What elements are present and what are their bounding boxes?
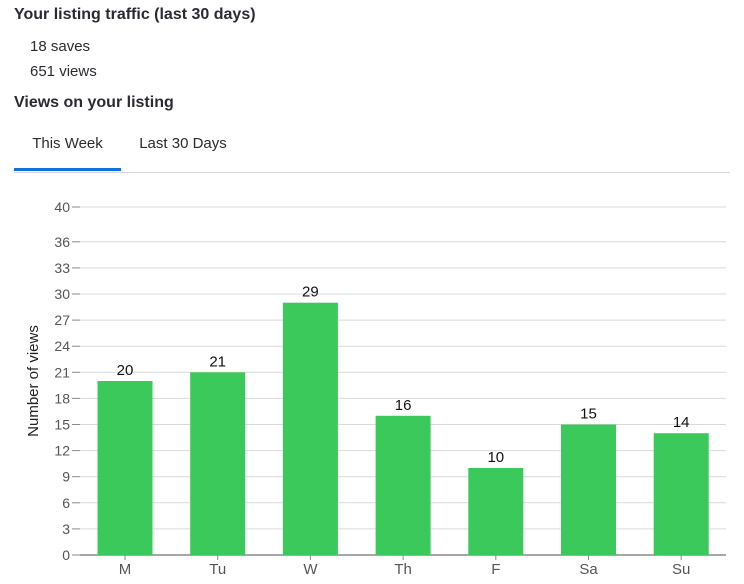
- x-tick-label: F: [491, 561, 500, 578]
- data-label: 16: [395, 397, 412, 414]
- y-tick-label: 12: [54, 443, 70, 459]
- y-tick-label: 18: [54, 390, 70, 406]
- y-axis-label: Number of views: [25, 325, 42, 437]
- y-tick-label: 27: [54, 312, 70, 328]
- y-tick-label: 36: [54, 234, 70, 250]
- bar-f[interactable]: [468, 468, 524, 555]
- views-title: Views on your listing: [14, 94, 174, 111]
- y-tick-label: 33: [54, 260, 70, 276]
- y-tick-label: 9: [62, 469, 70, 485]
- y-tick-label: 30: [54, 286, 70, 302]
- views-count: 651 views: [30, 63, 97, 80]
- tab-this-week[interactable]: This Week: [14, 124, 121, 171]
- x-tick-label: Sa: [579, 561, 598, 578]
- data-label: 15: [580, 406, 597, 423]
- data-label: 29: [302, 284, 319, 301]
- y-tick-label: 6: [62, 495, 70, 511]
- y-tick-label: 24: [54, 338, 70, 354]
- x-tick-label: Su: [672, 561, 690, 578]
- tab-bar: This Week Last 30 Days: [14, 124, 730, 173]
- bar-th[interactable]: [375, 415, 431, 555]
- y-tick-label: 0: [62, 547, 70, 563]
- saves-count: 18 saves: [30, 38, 91, 55]
- bar-su[interactable]: [653, 433, 709, 555]
- bar-w[interactable]: [282, 302, 338, 555]
- x-tick-label: Th: [394, 561, 412, 578]
- y-tick-label: 40: [54, 199, 70, 215]
- data-label: 20: [117, 362, 134, 379]
- y-tick-label: 15: [54, 417, 70, 433]
- x-tick-label: W: [303, 561, 318, 578]
- tab-last-30-days[interactable]: Last 30 Days: [139, 135, 227, 152]
- x-tick-label: Tu: [209, 561, 226, 578]
- data-label: 14: [673, 414, 690, 431]
- y-tick-label: 21: [54, 364, 70, 380]
- y-tick-label: 3: [62, 521, 70, 537]
- bar-tu[interactable]: [190, 372, 246, 555]
- x-tick-label: M: [119, 561, 132, 578]
- traffic-title: Your listing traffic (last 30 days): [14, 6, 256, 23]
- data-label: 10: [487, 449, 504, 466]
- bar-sa[interactable]: [561, 424, 616, 556]
- bar-m[interactable]: [97, 381, 153, 555]
- data-label: 21: [209, 353, 226, 370]
